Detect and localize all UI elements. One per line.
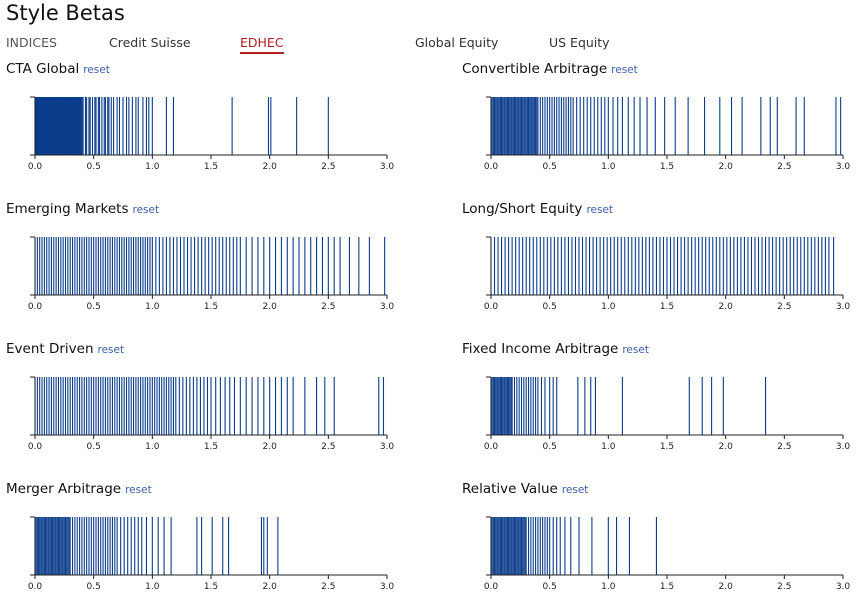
chart-title-text: Relative Value [462, 481, 558, 497]
chart-title-text: Fixed Income Arbitrage [462, 341, 619, 357]
x-tick-label: 1.0 [601, 582, 616, 592]
x-tick-label: 0.0 [28, 162, 43, 172]
tabs-row: INDICES Credit Suisse EDHEC Global Equit… [0, 35, 861, 55]
x-tick-label: 3.0 [380, 162, 395, 172]
x-tick-label: 1.5 [204, 582, 218, 592]
reset-link-cta-global[interactable]: reset [83, 64, 110, 76]
x-tick-label: 3.0 [836, 162, 851, 172]
x-tick-label: 0.5 [543, 582, 557, 592]
tab-indices[interactable]: INDICES [6, 35, 57, 50]
reset-link-merger-arbitrage[interactable]: reset [125, 484, 152, 496]
x-tick-label: 1.5 [204, 162, 218, 172]
x-tick-label: 0.0 [28, 302, 43, 312]
x-tick-label: 2.0 [263, 162, 278, 172]
x-tick-label: 0.0 [484, 582, 499, 592]
x-tick-label: 1.0 [145, 442, 160, 452]
x-tick-label: 2.5 [777, 582, 791, 592]
histogram-event-driven[interactable]: 0.0 0.5 1.0 1.5 2.0 2.5 3.0 [27, 375, 399, 453]
x-tick-label: 1.5 [660, 162, 674, 172]
tab-edhec[interactable]: EDHEC [240, 35, 284, 54]
x-tick-label: 1.5 [204, 302, 218, 312]
chart-title-text: Long/Short Equity [462, 201, 583, 217]
x-tick-label: 0.5 [543, 302, 557, 312]
reset-link-fixed-income-arbitrage[interactable]: reset [622, 344, 649, 356]
x-tick-label: 2.0 [719, 582, 734, 592]
histogram-cta-global[interactable]: 0.0 0.5 1.0 1.5 2.0 2.5 3.0 [27, 95, 399, 173]
reset-link-event-driven[interactable]: reset [97, 344, 125, 356]
reset-link-emerging-markets[interactable]: reset [132, 204, 160, 216]
chart-title-relative-value: Relative Value reset [462, 481, 588, 497]
x-tick-label: 3.0 [380, 302, 395, 312]
histogram-long-short-equity[interactable]: 0.0 0.5 1.0 1.5 2.0 2.5 3.0 [483, 235, 855, 313]
x-tick-label: 0.5 [87, 582, 101, 592]
x-tick-label: 2.0 [263, 302, 278, 312]
x-tick-label: 2.5 [321, 162, 335, 172]
x-tick-label: 2.0 [719, 162, 734, 172]
chart-title-text: Convertible Arbitrage [462, 61, 608, 77]
x-tick-label: 1.0 [145, 302, 160, 312]
chart-title-event-driven: Event Driven reset [6, 341, 124, 357]
x-tick-label: 3.0 [380, 582, 395, 592]
reset-link-long-short-equity[interactable]: reset [586, 204, 614, 216]
x-tick-label: 0.5 [543, 162, 557, 172]
x-tick-label: 2.5 [321, 582, 335, 592]
x-tick-label: 2.5 [777, 442, 791, 452]
histogram-emerging-markets[interactable]: 0.0 0.5 1.0 1.5 2.0 2.5 3.0 [27, 235, 399, 313]
x-tick-label: 1.0 [601, 162, 616, 172]
x-tick-label: 3.0 [836, 442, 851, 452]
x-tick-label: 2.5 [321, 302, 335, 312]
x-tick-label: 0.0 [484, 302, 499, 312]
x-tick-label: 3.0 [380, 442, 395, 452]
x-tick-label: 1.5 [660, 442, 674, 452]
x-tick-label: 1.5 [660, 582, 674, 592]
chart-title-convertible-arbitrage: Convertible Arbitrage reset [462, 61, 638, 77]
x-tick-label: 2.0 [263, 442, 278, 452]
histogram-relative-value[interactable]: 0.0 0.5 1.0 1.5 2.0 2.5 3.0 [483, 515, 855, 593]
chart-title-text: CTA Global [6, 61, 80, 77]
chart-title-merger-arbitrage: Merger Arbitrage reset [6, 481, 152, 497]
x-tick-label: 2.5 [777, 162, 791, 172]
x-tick-label: 2.0 [719, 302, 734, 312]
page-title: Style Betas [6, 1, 125, 25]
x-tick-label: 2.0 [719, 442, 734, 452]
chart-title-emerging-markets: Emerging Markets reset [6, 201, 159, 217]
chart-title-text: Merger Arbitrage [6, 481, 122, 497]
x-tick-label: 1.0 [601, 302, 616, 312]
chart-title-cta-global: CTA Global reset [6, 61, 110, 77]
x-tick-label: 1.0 [601, 442, 616, 452]
x-tick-label: 1.0 [145, 162, 160, 172]
x-tick-label: 0.5 [87, 302, 101, 312]
x-tick-label: 3.0 [836, 582, 851, 592]
chart-title-fixed-income-arbitrage: Fixed Income Arbitrage reset [462, 341, 649, 357]
histogram-fixed-income-arbitrage[interactable]: 0.0 0.5 1.0 1.5 2.0 2.5 3.0 [483, 375, 855, 453]
histogram-convertible-arbitrage[interactable]: 0.0 0.5 1.0 1.5 2.0 2.5 3.0 [483, 95, 855, 173]
chart-title-long-short-equity: Long/Short Equity reset [462, 201, 613, 217]
chart-title-text: Emerging Markets [6, 201, 129, 217]
x-tick-label: 3.0 [836, 302, 851, 312]
x-tick-label: 0.0 [28, 442, 43, 452]
x-tick-label: 0.0 [28, 582, 43, 592]
x-tick-label: 0.0 [484, 162, 499, 172]
tab-global-equity[interactable]: Global Equity [415, 35, 499, 50]
x-tick-label: 0.5 [87, 162, 101, 172]
histogram-merger-arbitrage[interactable]: 0.0 0.5 1.0 1.5 2.0 2.5 3.0 [27, 515, 399, 593]
tab-us-equity[interactable]: US Equity [549, 35, 610, 50]
x-tick-label: 1.5 [660, 302, 674, 312]
tab-credit-suisse[interactable]: Credit Suisse [109, 35, 191, 50]
x-tick-label: 0.5 [543, 442, 557, 452]
x-tick-label: 2.0 [263, 582, 278, 592]
reset-link-convertible-arbitrage[interactable]: reset [611, 64, 638, 76]
x-tick-label: 1.0 [145, 582, 160, 592]
x-tick-label: 1.5 [204, 442, 218, 452]
x-tick-label: 0.5 [87, 442, 101, 452]
reset-link-relative-value[interactable]: reset [561, 484, 589, 496]
chart-title-text: Event Driven [6, 341, 94, 357]
x-tick-label: 2.5 [321, 442, 335, 452]
x-tick-label: 2.5 [777, 302, 791, 312]
x-tick-label: 0.0 [484, 442, 499, 452]
